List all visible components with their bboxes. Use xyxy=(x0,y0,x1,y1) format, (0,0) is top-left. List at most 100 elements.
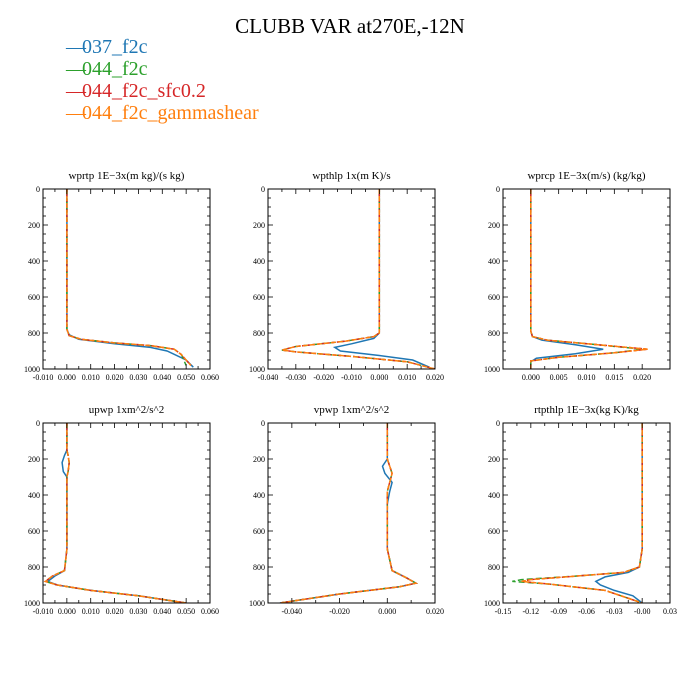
x-tick-label: 0.010 xyxy=(82,373,100,382)
y-tick-label: 1000 xyxy=(24,365,40,374)
x-tick-label: 0.000 xyxy=(58,607,76,616)
x-tick-label: 0.030 xyxy=(129,607,147,616)
y-tick-label: 400 xyxy=(488,491,500,500)
y-tick-label: 0 xyxy=(261,185,265,194)
x-tick-label: 0.010 xyxy=(578,373,596,382)
y-tick-label: 800 xyxy=(488,329,500,338)
plot-frame xyxy=(267,422,436,604)
x-tick-label: 0.020 xyxy=(633,373,651,382)
panel-3: wprcp 1E−3x(m/s) (kg/kg) 0 200 400 600 800 100… xyxy=(484,170,671,382)
series-line-044_f2c_gammashear xyxy=(521,423,643,603)
x-tick-label: 0.030 xyxy=(129,373,147,382)
y-tick-label: 600 xyxy=(488,527,500,536)
x-tick-label: -0.020 xyxy=(329,607,350,616)
x-tick-label: 0.040 xyxy=(153,373,171,382)
y-tick-label: 0 xyxy=(261,419,265,428)
x-tick-label: 0.000 xyxy=(522,373,540,382)
y-tick-label: 200 xyxy=(488,455,500,464)
y-tick-label: 400 xyxy=(28,257,40,266)
legend-dash: — xyxy=(66,36,86,58)
legend-item-044-f2c: —044_f2c xyxy=(66,58,259,80)
x-tick-label: -0.12 xyxy=(522,607,539,616)
series-line-044_f2c_gammashear xyxy=(530,189,648,369)
y-tick-label: 200 xyxy=(28,455,40,464)
series-group xyxy=(530,189,648,369)
series-line-044_f2c xyxy=(279,423,418,603)
y-tick-label: 1000 xyxy=(249,365,265,374)
x-tick-label: -0.010 xyxy=(33,373,54,382)
y-tick-label: 0 xyxy=(496,185,500,194)
series-line-044_f2c_sfc0.2 xyxy=(43,423,187,603)
panel-title: vpwp 1xm^2/s^2 xyxy=(314,404,389,416)
series-group xyxy=(43,423,187,603)
x-tick-label: 0.000 xyxy=(378,607,396,616)
plot-frame xyxy=(502,188,671,370)
series-line-044_f2c_sfc0.2 xyxy=(279,423,418,603)
legend-dash: — xyxy=(66,102,86,124)
x-tick-label: -0.010 xyxy=(33,607,54,616)
panel-title: upwp 1xm^2/s^2 xyxy=(89,404,164,416)
x-tick-label: 0.050 xyxy=(177,373,195,382)
series-line-044_f2c_gammashear xyxy=(43,423,187,603)
x-tick-label: 0.060 xyxy=(201,373,219,382)
y-tick-label: 200 xyxy=(253,221,265,230)
x-tick-label: -0.00 xyxy=(634,607,651,616)
y-tick-label: 0 xyxy=(36,419,40,428)
y-tick-label: 1000 xyxy=(249,599,265,608)
x-tick-label: 0.010 xyxy=(82,607,100,616)
x-tick-label: -0.15 xyxy=(495,607,512,616)
plot-frame xyxy=(42,188,211,370)
y-tick-label: 600 xyxy=(253,527,265,536)
y-tick-label: 0 xyxy=(496,419,500,428)
x-tick-label: 0.010 xyxy=(398,373,416,382)
x-tick-label: 0.060 xyxy=(201,607,219,616)
panel-title: wprcp 1E−3x(m/s) (kg/kg) xyxy=(527,170,645,182)
series-group xyxy=(281,189,435,369)
x-tick-label: -0.020 xyxy=(313,373,334,382)
x-tick-label: 0.000 xyxy=(370,373,388,382)
y-tick-label: 600 xyxy=(28,527,40,536)
legend-dash: — xyxy=(66,80,86,102)
y-tick-label: 800 xyxy=(488,563,500,572)
x-tick-label: -0.03 xyxy=(606,607,623,616)
series-group xyxy=(66,189,194,368)
plot-frame xyxy=(42,422,211,604)
x-tick-label: -0.040 xyxy=(258,373,279,382)
x-tick-label: 0.020 xyxy=(426,607,444,616)
y-tick-label: 800 xyxy=(28,329,40,338)
panel-4: upwp 1xm^2/s^2 0 200 400 600 800 1000-0.010 0.0… xyxy=(24,404,219,616)
series-group xyxy=(279,423,418,603)
x-tick-label: -0.030 xyxy=(285,373,306,382)
legend-item-044-f2c-sfc0-2: —044_f2c_sfc0.2 xyxy=(66,80,259,102)
y-tick-label: 200 xyxy=(28,221,40,230)
y-tick-label: 600 xyxy=(28,293,40,302)
series-line-044_f2c_gammashear xyxy=(281,189,435,369)
y-tick-label: 1000 xyxy=(484,365,500,374)
y-tick-label: 400 xyxy=(488,257,500,266)
legend-item-044-f2c-gammashear: —044_f2c_gammashear xyxy=(66,102,259,124)
series-line-044_f2c xyxy=(530,189,643,369)
legend-dash: — xyxy=(66,58,86,80)
figure-title: CLUBB VAR at270E,-12N xyxy=(235,14,465,38)
y-tick-label: 400 xyxy=(253,257,265,266)
legend-label: 037_f2c xyxy=(82,36,148,58)
series-line-044_f2c_gammashear xyxy=(279,423,418,603)
legend-label: 044_f2c xyxy=(82,58,148,80)
x-tick-label: 0.020 xyxy=(426,373,444,382)
series-group xyxy=(512,423,643,603)
x-tick-label: -0.010 xyxy=(341,373,362,382)
legend-item-037-f2c: —037_f2c xyxy=(66,36,259,58)
y-tick-label: 1000 xyxy=(24,599,40,608)
x-tick-label: 0.020 xyxy=(106,607,124,616)
x-tick-label: 0.005 xyxy=(550,373,568,382)
y-tick-label: 400 xyxy=(253,491,265,500)
y-tick-label: 600 xyxy=(253,293,265,302)
y-tick-label: 0 xyxy=(36,185,40,194)
series-line-037_f2c xyxy=(279,423,418,603)
panel-title: wpthlp 1x(m K)/s xyxy=(312,170,390,182)
series-line-044_f2c_sfc0.2 xyxy=(521,423,643,603)
panel-title: rtpthlp 1E−3x(kg K)/kg xyxy=(534,404,639,416)
x-tick-label: 0.040 xyxy=(153,607,171,616)
plot-frame xyxy=(267,188,436,370)
legend-label: 044_f2c_gammashear xyxy=(82,102,259,124)
